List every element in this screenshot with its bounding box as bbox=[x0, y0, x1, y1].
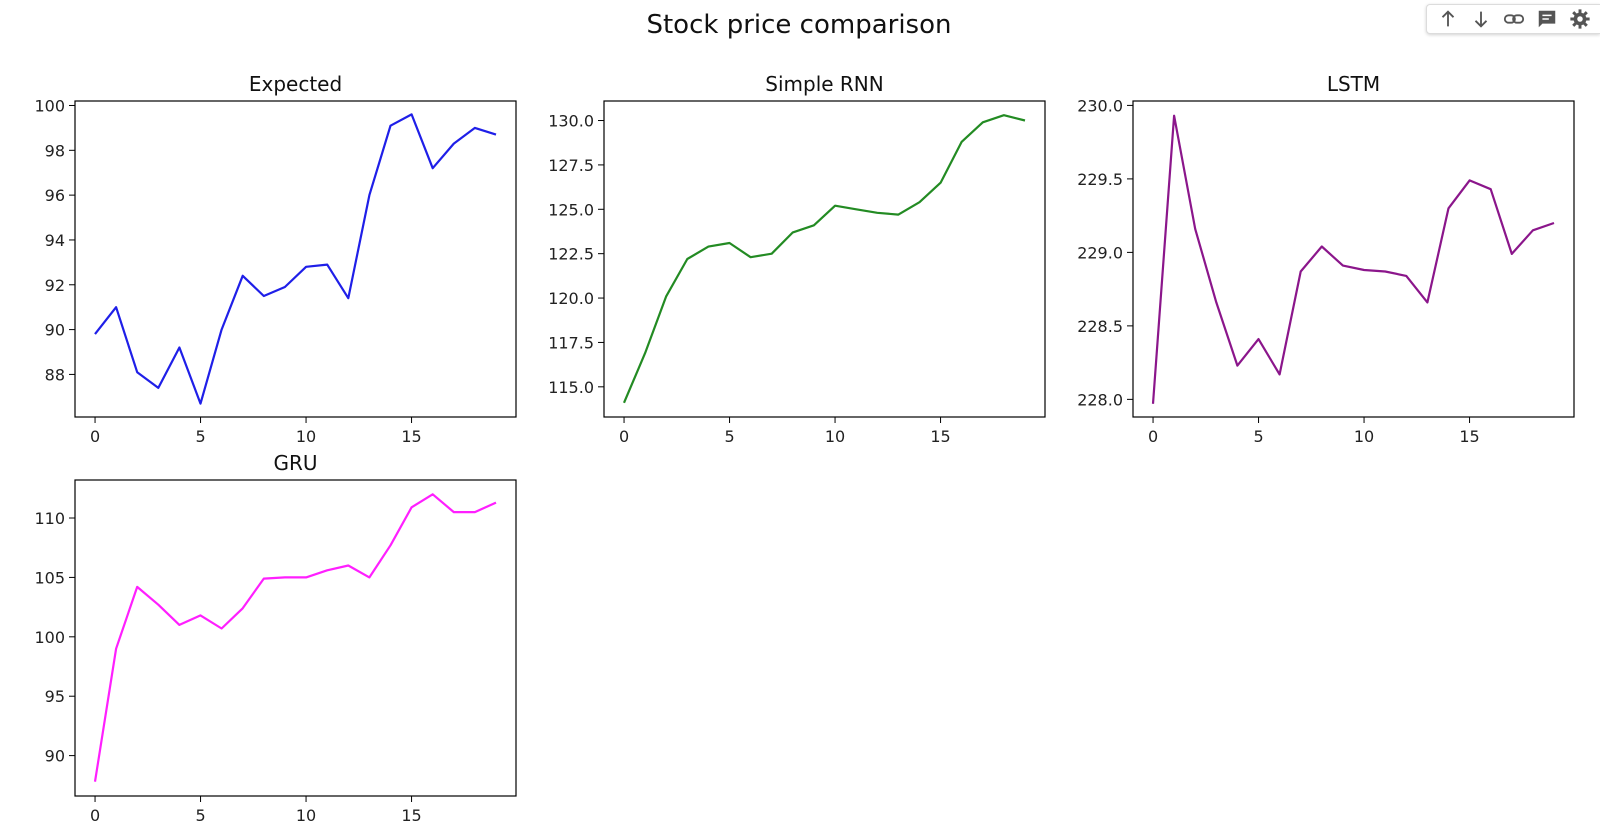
expected-y-tick-label: 100 bbox=[34, 96, 65, 115]
simple-rnn-x-tick-label: 15 bbox=[930, 427, 950, 446]
simple-rnn-y-tick-label: 115.0 bbox=[548, 378, 594, 397]
simple-rnn-y-tick-label: 120.0 bbox=[548, 289, 594, 308]
link-button[interactable] bbox=[1501, 6, 1527, 32]
lstm-y-tick-label: 230.0 bbox=[1077, 96, 1123, 115]
lstm-x-tick-label: 5 bbox=[1253, 427, 1263, 446]
link-icon bbox=[1503, 14, 1524, 24]
gru-title: GRU bbox=[273, 451, 317, 475]
lstm-y-tick-label: 229.5 bbox=[1077, 170, 1123, 189]
expected-y-tick-label: 90 bbox=[45, 321, 65, 340]
lstm-plot-frame bbox=[1132, 100, 1575, 418]
simple-rnn-x-tick-label: 10 bbox=[825, 427, 845, 446]
expected-x-tick-label: 5 bbox=[195, 427, 205, 446]
simple-rnn-y-tick-label: 122.5 bbox=[548, 245, 594, 264]
expected-line bbox=[94, 113, 497, 405]
settings-button[interactable] bbox=[1567, 6, 1593, 32]
gru-y-tick-label: 100 bbox=[34, 628, 65, 647]
expected-y-tick-label: 88 bbox=[45, 365, 65, 384]
lstm-y-tick-label: 228.0 bbox=[1077, 390, 1123, 409]
expected-x-tick-label: 10 bbox=[296, 427, 316, 446]
lstm-title: LSTM bbox=[1327, 72, 1380, 96]
simple-rnn-y-tick-label: 130.0 bbox=[548, 112, 594, 131]
gru-y-tick-label: 95 bbox=[45, 687, 65, 706]
lstm-line bbox=[1151, 114, 1555, 404]
move-up-button[interactable] bbox=[1435, 6, 1461, 32]
expected-x-tick-label: 0 bbox=[90, 427, 100, 446]
comment-icon bbox=[1538, 10, 1555, 28]
expected-plot-frame bbox=[74, 100, 517, 418]
gru-x-tick-label: 15 bbox=[401, 806, 421, 825]
expected-y-tick-label: 98 bbox=[45, 141, 65, 160]
gru-x-tick-label: 5 bbox=[195, 806, 205, 825]
simple-rnn-y-tick-label: 125.0 bbox=[548, 200, 594, 219]
figure-title: Stock price comparison bbox=[646, 10, 951, 40]
gru-y-tick-label: 105 bbox=[34, 568, 65, 587]
simple-rnn-x-tick-label: 0 bbox=[619, 427, 629, 446]
comment-button[interactable] bbox=[1534, 6, 1560, 32]
lstm-chart: LSTM 0 5 10 15 228.0 228.5 229.0 229.5 230.0 bbox=[1077, 72, 1575, 446]
cell-toolbar bbox=[1426, 4, 1600, 34]
gru-y-tick-label: 110 bbox=[34, 509, 65, 528]
gru-line bbox=[93, 493, 497, 782]
simple-rnn-y-tick-label: 117.5 bbox=[548, 333, 594, 352]
arrow-down-icon bbox=[1474, 11, 1487, 28]
gru-chart: GRU 0 5 10 15 90 95 100 105 110 bbox=[34, 451, 517, 825]
simple-rnn-plot-frame bbox=[603, 100, 1046, 418]
move-down-button[interactable] bbox=[1468, 6, 1494, 32]
arrow-up-icon bbox=[1441, 10, 1454, 27]
simple-rnn-line bbox=[622, 114, 1026, 404]
lstm-x-tick-label: 10 bbox=[1354, 427, 1374, 446]
simple-rnn-title: Simple RNN bbox=[765, 72, 883, 96]
lstm-y-tick-label: 228.5 bbox=[1077, 317, 1123, 336]
expected-y-tick-label: 94 bbox=[45, 231, 65, 250]
lstm-x-tick-label: 15 bbox=[1459, 427, 1479, 446]
expected-chart: Expected 0 5 10 15 88 90 92 94 96 98 100 bbox=[34, 72, 517, 446]
gru-x-tick-label: 0 bbox=[90, 806, 100, 825]
gear-icon bbox=[1569, 9, 1590, 29]
lstm-x-tick-label: 0 bbox=[1148, 427, 1158, 446]
lstm-y-tick-label: 229.0 bbox=[1077, 243, 1123, 262]
gru-plot-frame bbox=[74, 479, 517, 797]
expected-y-tick-label: 96 bbox=[45, 186, 65, 205]
expected-y-tick-label: 92 bbox=[45, 276, 65, 295]
simple-rnn-chart: Simple RNN 0 5 10 15 115.0 117.5 120.0 122.5 125.… bbox=[548, 72, 1046, 446]
gru-y-tick-label: 90 bbox=[45, 747, 65, 766]
simple-rnn-x-tick-label: 5 bbox=[724, 427, 734, 446]
gru-x-tick-label: 10 bbox=[296, 806, 316, 825]
expected-title: Expected bbox=[249, 72, 342, 96]
expected-x-tick-label: 15 bbox=[401, 427, 421, 446]
simple-rnn-y-tick-label: 127.5 bbox=[548, 156, 594, 175]
